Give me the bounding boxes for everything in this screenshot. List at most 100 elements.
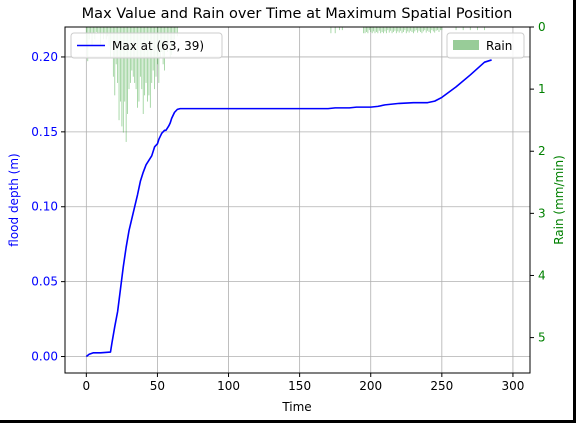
rain-bar (455, 27, 457, 31)
rain-bar (144, 27, 146, 96)
rain-bar (420, 27, 421, 32)
rain-bar (384, 27, 386, 32)
rain-bar (401, 27, 403, 34)
x-tick-label: 0 (83, 379, 91, 393)
rain-bar (387, 27, 389, 31)
rain-bar (176, 27, 178, 37)
y2-tick-label: 1 (538, 82, 546, 96)
y2-tick-label: 2 (538, 144, 546, 158)
rain-bar (407, 27, 409, 32)
rain-bar (404, 27, 406, 31)
y-axis-right-ticks: 0 1 2 3 4 5 (530, 20, 546, 345)
y2-tick-label: 5 (538, 331, 546, 345)
rain-bar (93, 27, 94, 34)
rain-bar (431, 27, 433, 31)
plot-frame (64, 26, 531, 374)
rain-bar (400, 27, 401, 31)
x-tick-label: 300 (501, 379, 524, 393)
rain-bar (368, 27, 370, 31)
rain-bar (484, 27, 485, 31)
rain-bar (147, 27, 148, 102)
x-tick-label: 150 (288, 379, 311, 393)
rain-bar (366, 27, 367, 32)
rain-bar (137, 27, 138, 108)
x-tick-label: 50 (150, 379, 165, 393)
rain-bar (395, 27, 397, 34)
rain-bar (118, 27, 120, 121)
y2-tick-label: 0 (538, 20, 546, 34)
rain-bar (437, 27, 438, 31)
y-tick-label: 0.05 (31, 275, 58, 289)
legend-rain-box (446, 32, 525, 59)
rain-bar (378, 27, 380, 31)
rain-bar (415, 27, 417, 31)
rain-bar (390, 27, 392, 31)
legend-rain-label: Rain (486, 39, 512, 53)
y-tick-label: 0.20 (31, 50, 58, 64)
rain-bar (127, 27, 128, 114)
rain-bar (114, 27, 116, 96)
rain-bar (367, 27, 369, 34)
rain-bar (175, 27, 177, 34)
rain-bar (374, 27, 376, 34)
rain-bar (121, 27, 123, 127)
rain-bar (438, 27, 440, 32)
x-tick-label: 250 (430, 379, 453, 393)
rain-bar (142, 27, 144, 114)
rain-bar (434, 27, 436, 33)
y2-tick-label: 3 (538, 206, 546, 220)
rain-bar (408, 27, 410, 33)
rain-bar (120, 27, 121, 102)
figure-border-bottom (0, 420, 576, 423)
y-axis-right-label: Rain (mm/min) (552, 155, 566, 245)
rain-bar (427, 27, 429, 31)
rain-bar (339, 27, 340, 31)
rain-bar (388, 27, 390, 33)
y-axis-left-label: flood depth (m) (7, 153, 21, 246)
rain-bar (122, 27, 124, 133)
rain-bar (371, 27, 373, 34)
rain-bar (370, 27, 372, 32)
rain-bar (373, 27, 374, 32)
legend-line-box (70, 32, 223, 59)
rain-bar (383, 27, 384, 34)
legend-rain-swatch (453, 40, 479, 50)
x-tick-label: 100 (217, 379, 240, 393)
legend-line-label: Max at (63, 39) (112, 39, 204, 53)
y-tick-label: 0.10 (31, 200, 58, 214)
rain-bar (412, 27, 414, 34)
flood-depth-series (85, 59, 492, 358)
plot-area (65, 27, 530, 373)
rain-bar (393, 27, 394, 32)
rain-bar (469, 27, 471, 31)
rain-bar (330, 27, 332, 34)
rain-bar (421, 27, 423, 34)
x-tick-label: 200 (359, 379, 382, 393)
rain-bar (125, 27, 127, 142)
rain-bar (107, 27, 109, 37)
rain-bar (334, 27, 336, 34)
rain-bar (435, 27, 437, 31)
rain-bar (148, 27, 150, 96)
rain-bar (380, 27, 382, 34)
y-tick-label: 0.15 (31, 125, 58, 139)
rain-bar (104, 27, 106, 34)
rain-bar (476, 27, 478, 31)
y-axis-left-ticks: 0.00 0.05 0.10 0.15 0.20 (31, 50, 65, 364)
rain-bar (440, 27, 441, 31)
rain-bar (376, 27, 377, 32)
rain-bar (411, 27, 413, 32)
rain-bar (95, 27, 97, 32)
rain-bar (98, 27, 100, 34)
rain-bar (124, 27, 126, 102)
rain-bar (417, 27, 419, 33)
rain-bar (398, 27, 400, 33)
rain-bar (391, 27, 393, 34)
rain-bar (432, 27, 434, 32)
rain-bar (394, 27, 396, 31)
rain-bar (428, 27, 430, 32)
rain-bar (424, 27, 426, 31)
chart-title: Max Value and Rain over Time at Maximum … (82, 6, 513, 22)
